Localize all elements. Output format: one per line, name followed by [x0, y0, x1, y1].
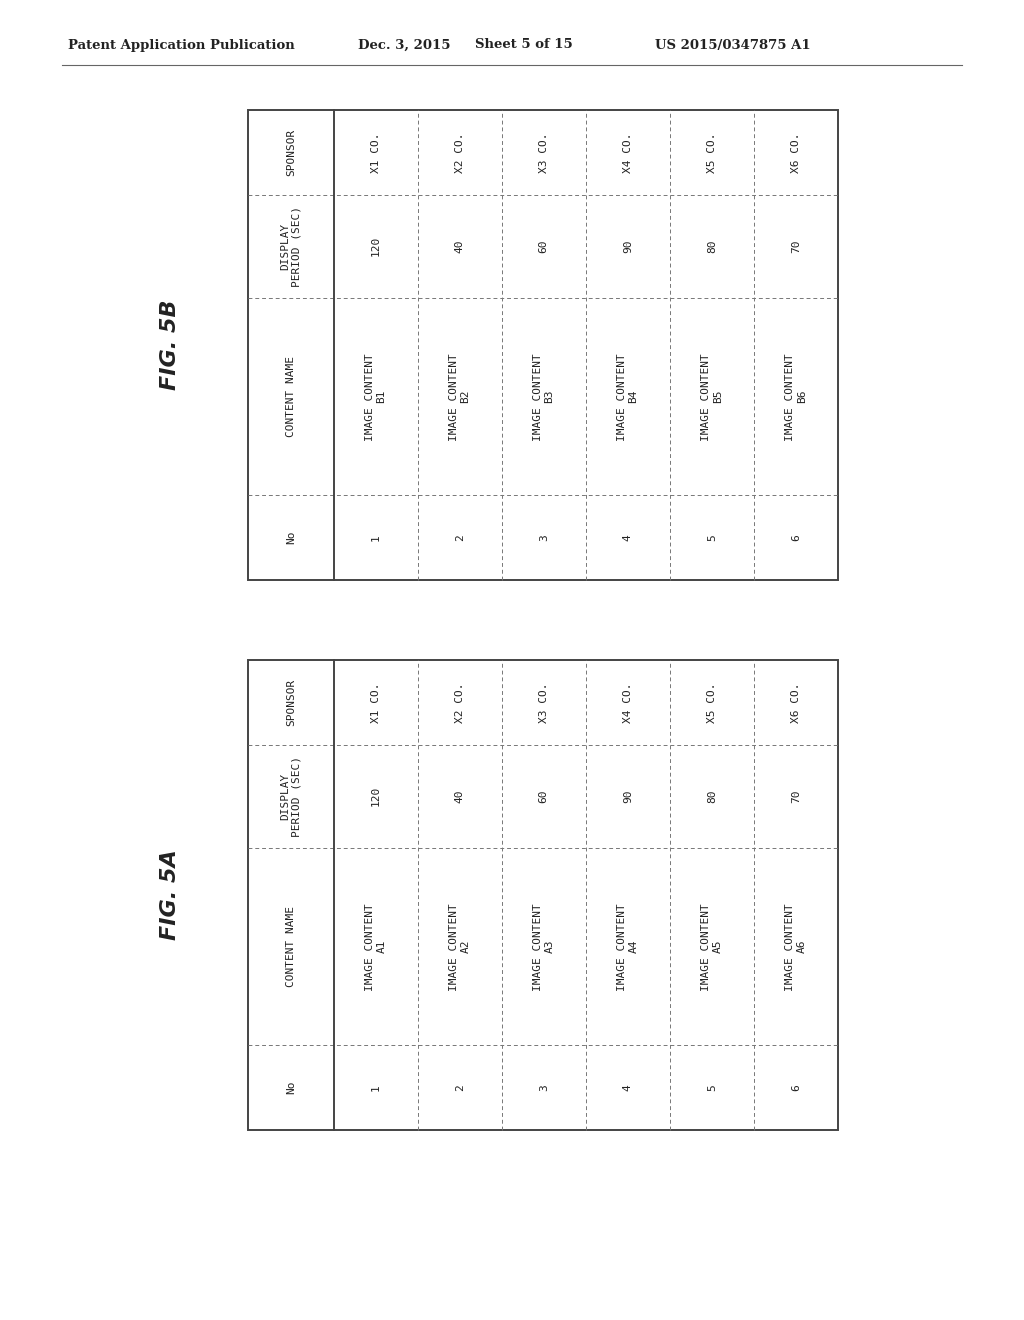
Text: 90: 90 [623, 789, 633, 803]
Text: 5: 5 [707, 535, 717, 541]
Text: IMAGE CONTENT
A5: IMAGE CONTENT A5 [701, 903, 723, 990]
Text: IMAGE CONTENT
B4: IMAGE CONTENT B4 [617, 352, 639, 441]
Text: Sheet 5 of 15: Sheet 5 of 15 [475, 38, 572, 51]
Text: Patent Application Publication: Patent Application Publication [68, 38, 295, 51]
Text: 60: 60 [539, 789, 549, 803]
Text: 80: 80 [707, 789, 717, 803]
Text: 4: 4 [623, 1084, 633, 1092]
Text: Dec. 3, 2015: Dec. 3, 2015 [358, 38, 451, 51]
Text: DISPLAY
PERIOD (SEC): DISPLAY PERIOD (SEC) [280, 756, 302, 837]
Text: 6: 6 [791, 535, 801, 541]
Text: IMAGE CONTENT
A2: IMAGE CONTENT A2 [449, 903, 470, 990]
Text: 90: 90 [623, 239, 633, 253]
Text: X3 CO.: X3 CO. [539, 682, 549, 722]
Text: 70: 70 [791, 239, 801, 253]
Text: US 2015/0347875 A1: US 2015/0347875 A1 [655, 38, 811, 51]
Text: DISPLAY
PERIOD (SEC): DISPLAY PERIOD (SEC) [280, 206, 302, 286]
Text: X1 CO.: X1 CO. [371, 132, 381, 173]
Text: 4: 4 [623, 535, 633, 541]
Text: 120: 120 [371, 236, 381, 256]
Text: 120: 120 [371, 787, 381, 807]
Text: X4 CO.: X4 CO. [623, 132, 633, 173]
Text: X5 CO.: X5 CO. [707, 682, 717, 722]
Text: 80: 80 [707, 239, 717, 253]
Text: 2: 2 [455, 535, 465, 541]
Text: No: No [286, 531, 296, 544]
Text: SPONSOR: SPONSOR [286, 678, 296, 726]
Text: CONTENT NAME: CONTENT NAME [286, 907, 296, 987]
Text: X6 CO.: X6 CO. [791, 132, 801, 173]
Text: 1: 1 [371, 1084, 381, 1092]
Text: 6: 6 [791, 1084, 801, 1092]
Text: SPONSOR: SPONSOR [286, 128, 296, 176]
Text: No: No [286, 1081, 296, 1094]
Text: IMAGE CONTENT
B3: IMAGE CONTENT B3 [532, 352, 555, 441]
Text: X3 CO.: X3 CO. [539, 132, 549, 173]
Text: IMAGE CONTENT
B5: IMAGE CONTENT B5 [701, 352, 723, 441]
Text: 60: 60 [539, 239, 549, 253]
Text: 40: 40 [455, 789, 465, 803]
Text: X5 CO.: X5 CO. [707, 132, 717, 173]
Text: 1: 1 [371, 535, 381, 541]
Bar [248, 660, 838, 1130]
Text: IMAGE CONTENT
A3: IMAGE CONTENT A3 [532, 903, 555, 990]
Text: CONTENT NAME: CONTENT NAME [286, 356, 296, 437]
Bar [248, 110, 838, 579]
Text: 5: 5 [707, 1084, 717, 1092]
Text: X6 CO.: X6 CO. [791, 682, 801, 722]
Text: FIG. 5A: FIG. 5A [160, 850, 180, 940]
Text: X4 CO.: X4 CO. [623, 682, 633, 722]
Text: IMAGE CONTENT
A4: IMAGE CONTENT A4 [617, 903, 639, 990]
Text: 2: 2 [455, 1084, 465, 1092]
Text: IMAGE CONTENT
A1: IMAGE CONTENT A1 [365, 903, 386, 990]
Text: IMAGE CONTENT
B2: IMAGE CONTENT B2 [449, 352, 470, 441]
Text: X1 CO.: X1 CO. [371, 682, 381, 722]
Text: 3: 3 [539, 1084, 549, 1092]
Text: 40: 40 [455, 239, 465, 253]
Text: IMAGE CONTENT
A6: IMAGE CONTENT A6 [785, 903, 807, 990]
Text: X2 CO.: X2 CO. [455, 132, 465, 173]
Text: FIG. 5B: FIG. 5B [160, 300, 180, 391]
Text: X2 CO.: X2 CO. [455, 682, 465, 722]
Text: IMAGE CONTENT
B6: IMAGE CONTENT B6 [785, 352, 807, 441]
Text: 70: 70 [791, 789, 801, 803]
Text: 3: 3 [539, 535, 549, 541]
Text: IMAGE CONTENT
B1: IMAGE CONTENT B1 [365, 352, 386, 441]
